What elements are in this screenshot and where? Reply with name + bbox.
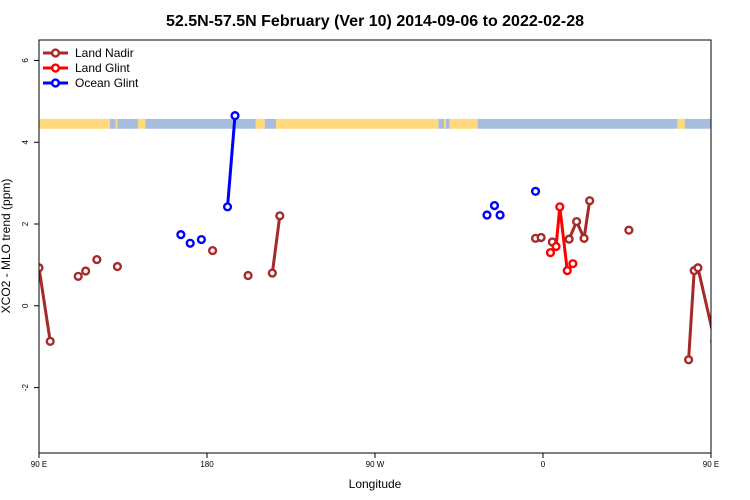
band-ocean-segment [477,118,678,129]
land-nadir-point [536,232,546,243]
band-ocean-segment [445,118,450,129]
land-nadir-point [208,245,218,256]
land-nadir-point [571,216,582,227]
band-land-segment [444,118,446,129]
chart-title: 52.5N-57.5N February (Ver 10) 2014-09-06… [166,13,584,30]
band-land-segment [276,118,439,129]
legend-marker [50,63,61,73]
band-land-segment [115,118,118,129]
land-glint-point [568,259,578,269]
land-nadir-point [624,225,634,235]
series-land-glint [545,202,578,276]
ocean-glint-point [530,186,541,196]
legend-marker [50,48,61,58]
ocean-glint-point [176,230,186,240]
land-glint-point [555,202,565,212]
x-axis: 90 E 180 90 W 0 90 E [31,453,719,469]
legend-item-ocean-glint: Ocean Glint [43,76,139,90]
y-tick-label: 4 [21,139,30,144]
legend-marker [50,78,61,88]
land-nadir-point [92,254,102,265]
land-glint-point [562,266,572,276]
land-nadir-point [81,266,91,276]
series-layer [39,111,711,365]
land-nadir-point [243,270,253,281]
land-nadir-point [683,355,694,365]
land-nadir-line [39,267,52,342]
land-glint-point [551,241,561,252]
land-nadir-point [45,336,55,346]
land-nadir-point [112,261,123,272]
ocean-glint-point [489,201,500,211]
legend-label: Land Glint [75,61,130,75]
legend-label: Land Nadir [75,46,134,60]
band-ocean-segment [145,118,256,129]
band-ocean-segment [264,118,277,129]
ocean-glint-point [185,238,195,248]
land-nadir-point [579,233,589,243]
land-nadir-point [564,234,574,244]
y-axis-label: XCO2 - MLO trend (ppm) [0,179,13,314]
band-land-segment [677,118,685,129]
land-nadir-point [585,196,595,206]
series-land-nadir [39,196,711,365]
ocean-glint-line [226,115,237,207]
band-ocean-segment [438,118,445,129]
ocean-glint-point [222,202,233,212]
y-tick-label: 2 [21,221,30,226]
band-ocean-segment [684,118,711,129]
legend-item-land-glint: Land Glint [43,61,130,75]
land-nadir-point [267,268,277,278]
x-tick-label: 0 [541,460,546,469]
x-tick-label: 180 [200,460,214,469]
x-axis-label: Longitude [349,477,402,491]
land-nadir-point [73,271,83,281]
band-land-segment [255,118,265,129]
legend-item-land-nadir: Land Nadir [43,46,134,60]
land-nadir-line [270,215,282,274]
y-tick-label: 0 [21,303,30,308]
band-land-segment [137,118,146,129]
y-axis: -2 0 2 4 6 [21,58,39,391]
land-nadir-line [567,200,592,244]
series-ocean-glint [176,111,541,248]
y-tick-label: -2 [21,383,30,391]
land-nadir-point [275,211,285,221]
land-nadir-point [39,263,44,273]
band-ocean-segment [117,118,138,129]
land-glint-point [545,248,556,258]
ocean-glint-point [230,111,240,121]
land-ocean-band [39,118,711,129]
x-tick-label: 90 E [703,460,719,469]
ocean-glint-point [495,210,505,220]
y-tick-label: 6 [21,58,30,63]
ocean-glint-point [482,210,492,220]
land-nadir-point [693,263,703,273]
x-tick-label: 90 W [366,460,385,469]
band-land-segment [39,118,110,129]
legend-label: Ocean Glint [75,76,139,90]
band-ocean-segment [109,118,116,129]
x-tick-label: 90 E [31,460,47,469]
ocean-glint-point [196,234,207,245]
band-land-segment [449,118,478,129]
